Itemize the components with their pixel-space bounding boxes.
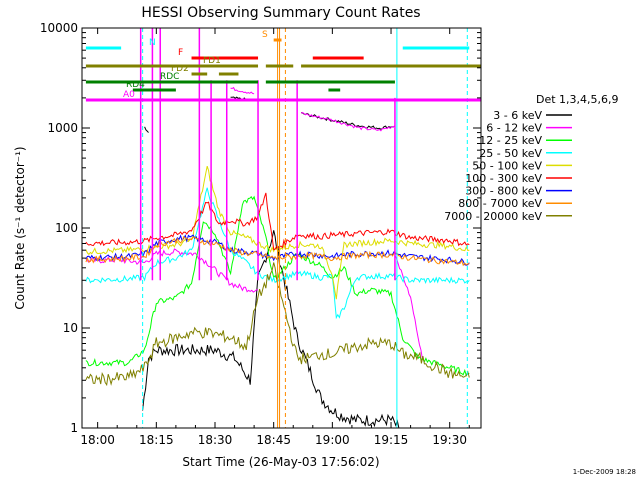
chart-title: HESSI Observing Summary Count Rates <box>141 5 420 21</box>
legend-label-4: 25 - 50 keV <box>479 147 542 160</box>
y-tick-label-5: 10000 <box>40 21 78 35</box>
state-bar-label-rdc: RDC <box>160 72 179 82</box>
series-segment-2-2 <box>300 111 396 132</box>
footer-date: 1-Dec-2009 18:28 <box>573 468 636 476</box>
x-tick-label-1: 18:00 <box>80 433 115 447</box>
x-axis-label: Start Time (26-May-03 17:56:02) <box>182 455 379 469</box>
y-axis-label: Count Rate (s⁻¹ detector⁻¹) <box>13 146 27 309</box>
state-bar-label-rd4: RD4 <box>126 80 145 90</box>
series-line-8 <box>85 235 470 267</box>
series-line-9 <box>85 262 470 387</box>
state-bar-label-fd1: FD1 <box>203 56 221 66</box>
x-tick-label-7: 19:30 <box>432 433 467 447</box>
x-tick-label-4: 18:45 <box>256 433 291 447</box>
state-bar-label-n: N <box>149 38 156 48</box>
state-bar-label-fd2: FD2 <box>171 64 189 74</box>
series-line-4 <box>85 187 470 320</box>
legend-label-8: 800 - 7000 keV <box>458 197 542 210</box>
x-tick-label-6: 19:15 <box>374 433 409 447</box>
legend-label-1: 3 - 6 keV <box>493 109 542 122</box>
legend-label-9: 7000 - 20000 keV <box>444 210 542 223</box>
y-tick-label-2: 10 <box>63 321 78 335</box>
legend-label-7: 300 - 800 keV <box>465 185 542 198</box>
state-bar-label-f: F <box>178 48 183 58</box>
series-line-7 <box>85 234 470 266</box>
y-tick-label-3: 100 <box>55 221 78 235</box>
legend-label-6: 100 - 300 keV <box>465 172 542 185</box>
legend-title: Det 1,3,4,5,6,9 <box>536 93 619 106</box>
series-segment-2-3 <box>394 254 423 359</box>
y-tick-label-4: 1000 <box>47 121 78 135</box>
series-segment-1-1 <box>144 126 149 133</box>
x-tick-label-5: 19:00 <box>315 433 350 447</box>
series-line-6 <box>85 192 470 251</box>
series-line-3 <box>85 195 470 377</box>
x-tick-label-2: 18:15 <box>139 433 174 447</box>
y-tick-label-1: 1 <box>70 421 78 435</box>
legend-label-5: 50 - 100 keV <box>472 159 542 172</box>
x-tick-label-3: 18:30 <box>198 433 233 447</box>
state-bar-label-s: S <box>262 30 268 40</box>
legend-label-2: 6 - 12 keV <box>486 122 542 135</box>
state-bar-label-a0: A0 <box>123 90 135 100</box>
series-segment-2-1 <box>230 86 255 95</box>
legend-label-3: 12 - 25 keV <box>479 134 542 147</box>
